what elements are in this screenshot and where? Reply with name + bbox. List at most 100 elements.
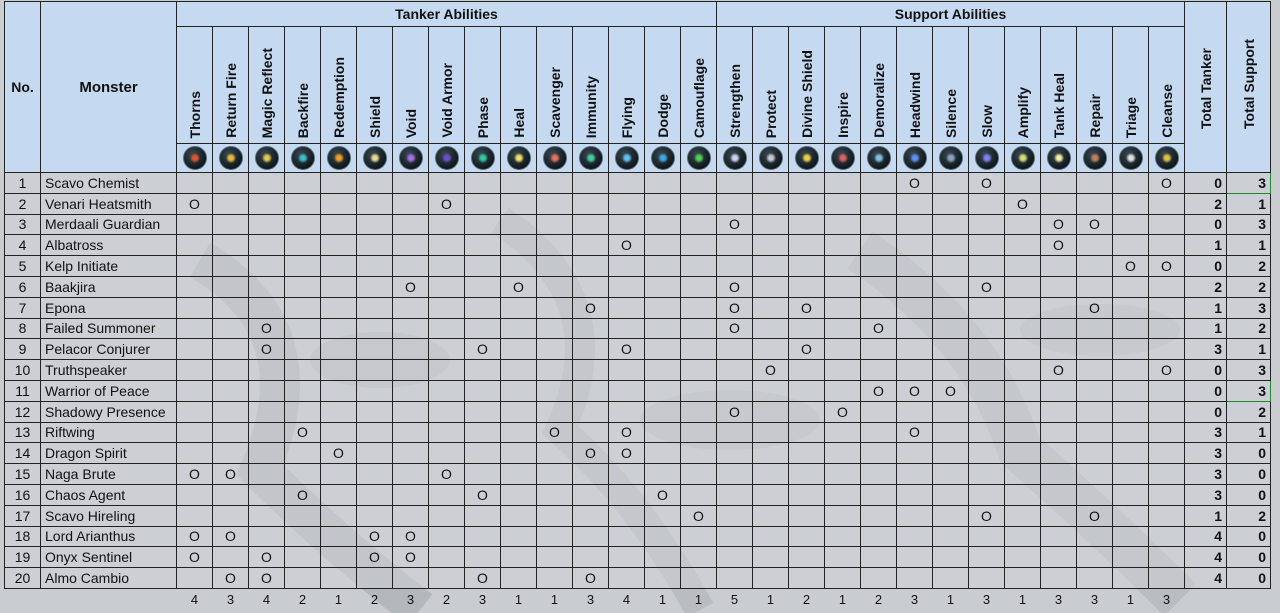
icon-cell-void-armor (428, 143, 465, 173)
total-support-value: 2 (1226, 400, 1271, 423)
ability-cell (932, 525, 969, 548)
ability-cell (896, 255, 933, 277)
ability-cell (212, 546, 249, 569)
table-row: 1 Scavo Chemist O O O 0 3 (4, 172, 1271, 194)
row-number: 13 (4, 421, 41, 444)
total-tanker-value: 1 (1184, 504, 1227, 527)
ability-cell (1148, 400, 1185, 423)
column-total: 1 (1018, 592, 1027, 608)
ability-cell (500, 421, 537, 444)
ability-cell (968, 296, 1005, 319)
ability-cell (680, 296, 717, 319)
ability-cell (284, 525, 321, 548)
ability-cell (572, 483, 609, 506)
ability-cell (284, 338, 321, 361)
ability-mark: O (536, 421, 573, 444)
monster-name: Almo Cambio (40, 567, 177, 589)
ability-cell (1040, 567, 1077, 589)
ability-cell (320, 546, 357, 569)
ability-cell (1004, 463, 1041, 485)
ability-cell (1076, 172, 1113, 194)
ability-cell (716, 421, 753, 444)
ability-cell (1004, 442, 1041, 465)
ability-cell (680, 525, 717, 548)
ability-cell (572, 359, 609, 381)
ability-cell (392, 483, 429, 506)
ability-cell (176, 379, 213, 402)
ability-cell (680, 275, 717, 298)
ability-cell (320, 463, 357, 485)
ability-cell (608, 317, 645, 340)
ability-cell (212, 421, 249, 444)
ability-mark: O (896, 172, 933, 194)
column-total: 1 (766, 592, 775, 608)
ability-cell (536, 359, 573, 381)
column-total: 3 (478, 592, 487, 608)
ability-cell (536, 442, 573, 465)
ability-cell (896, 338, 933, 361)
ability-cell (212, 192, 249, 215)
column-total: 2 (298, 592, 307, 608)
header-tanker-abilities: Tanker Abilities (176, 1, 717, 27)
column-header-void-armor: Void Armor (428, 26, 465, 144)
ability-cell (932, 275, 969, 298)
ability-cell (320, 504, 357, 527)
ability-cell (680, 421, 717, 444)
ability-cell (680, 379, 717, 402)
ability-cell (284, 234, 321, 257)
ability-cell (896, 192, 933, 215)
ability-cell (392, 317, 429, 340)
repair-icon (1082, 146, 1107, 170)
ability-cell (320, 338, 357, 361)
table-row: 2 Venari Heatsmith O O O 2 1 (4, 192, 1271, 215)
ability-cell (572, 379, 609, 402)
ability-cell (896, 463, 933, 485)
column-header-thorns: Thorns (176, 26, 213, 144)
row-number: 2 (4, 192, 41, 215)
column-total: 1 (514, 592, 523, 608)
ability-cell (1076, 338, 1113, 361)
ability-cell (644, 379, 681, 402)
redemption-icon (326, 146, 351, 170)
ability-cell (1076, 234, 1113, 257)
ability-cell (356, 296, 393, 319)
ability-cell (932, 359, 969, 381)
ability-cell (824, 421, 861, 444)
icon-cell-divine-shield (788, 143, 825, 173)
ability-cell (824, 275, 861, 298)
column-header-tank-heal: Tank Heal (1040, 26, 1077, 144)
ability-cell (536, 296, 573, 319)
ability-cell (356, 463, 393, 485)
ability-cell (932, 172, 969, 194)
column-header-demoralize: Demoralize (860, 26, 897, 144)
total-support-value: 2 (1226, 317, 1271, 340)
column-header-inspire: Inspire (824, 26, 861, 144)
ability-cell (824, 504, 861, 527)
ability-cell (824, 442, 861, 465)
ability-cell (788, 567, 825, 589)
icon-cell-headwind (896, 143, 933, 173)
ability-cell (392, 442, 429, 465)
ability-cell (464, 421, 501, 444)
ability-cell (248, 234, 285, 257)
scavenger-icon (542, 146, 567, 170)
ability-cell (824, 463, 861, 485)
ability-mark: O (248, 338, 285, 361)
ability-cell (320, 255, 357, 277)
ability-cell (428, 172, 465, 194)
column-header-dodge: Dodge (644, 26, 681, 144)
table-row: 20 Almo Cambio O O O O 4 0 (4, 567, 1271, 589)
ability-cell (932, 421, 969, 444)
ability-cell (608, 172, 645, 194)
ability-mark: O (176, 192, 213, 215)
ability-cell (284, 275, 321, 298)
monster-name: Truthspeaker (40, 359, 177, 381)
ability-cell (284, 359, 321, 381)
ability-cell (788, 421, 825, 444)
ability-cell (212, 317, 249, 340)
ability-cell (572, 546, 609, 569)
ability-cell (968, 338, 1005, 361)
ability-cell (608, 483, 645, 506)
monster-name: Shadowy Presence (40, 400, 177, 423)
ability-cell (500, 172, 537, 194)
